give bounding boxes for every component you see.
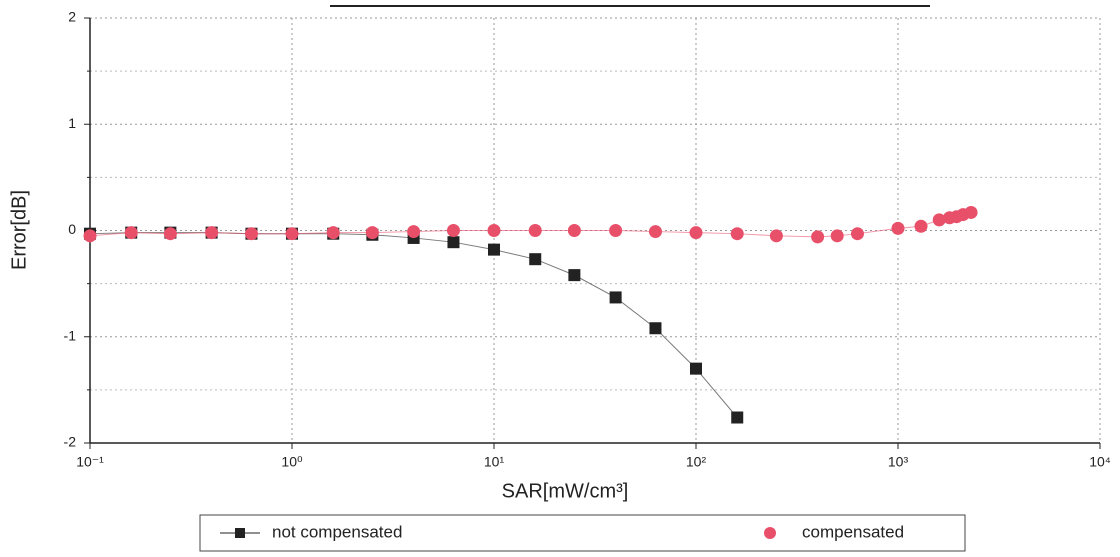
data-point xyxy=(731,411,744,424)
x-tick-label: 10⁻¹ xyxy=(76,454,104,470)
y-axis-title: Error[dB] xyxy=(8,190,30,270)
data-point xyxy=(568,269,581,282)
data-point xyxy=(285,227,299,241)
y-tick-label: -1 xyxy=(64,327,77,343)
data-point xyxy=(447,236,460,249)
legend-box xyxy=(199,514,966,552)
y-tick-label: 1 xyxy=(68,115,76,131)
data-point xyxy=(567,224,581,237)
x-tick-label: 10² xyxy=(686,454,707,470)
y-tick-label: -2 xyxy=(64,434,77,450)
data-point xyxy=(244,227,258,241)
y-tick-label: 0 xyxy=(68,221,76,237)
data-point xyxy=(163,227,177,241)
data-point xyxy=(487,224,501,237)
data-point xyxy=(528,224,542,237)
data-point xyxy=(648,225,662,239)
data-point xyxy=(83,229,97,243)
data-point xyxy=(326,226,340,240)
x-tick-label: 10¹ xyxy=(484,454,505,470)
x-tick-label: 10⁰ xyxy=(281,454,303,470)
legend-label: not compensated xyxy=(272,522,402,541)
data-point xyxy=(365,226,379,240)
data-point xyxy=(730,227,744,241)
data-point xyxy=(932,213,946,227)
legend-marker xyxy=(235,528,245,538)
series-line xyxy=(89,211,972,238)
data-point xyxy=(769,229,783,243)
data-point xyxy=(850,227,864,241)
x-axis-title: SAR[mW/cm³] xyxy=(502,480,629,502)
data-point xyxy=(649,322,662,335)
x-tick-label: 10⁴ xyxy=(1089,454,1111,470)
legend-marker xyxy=(764,527,776,539)
data-point xyxy=(609,291,622,304)
data-point xyxy=(689,226,703,240)
y-tick-label: 2 xyxy=(68,9,76,25)
data-point xyxy=(690,362,702,375)
data-point xyxy=(124,226,138,240)
legend-label: compensated xyxy=(802,522,904,541)
data-point xyxy=(830,229,844,243)
data-point xyxy=(446,224,460,237)
data-point xyxy=(811,230,825,244)
data-point xyxy=(529,253,542,266)
data-point xyxy=(488,243,500,256)
data-point xyxy=(609,224,623,237)
x-tick-label: 10³ xyxy=(888,454,909,470)
data-point xyxy=(964,205,978,219)
data-point xyxy=(205,226,219,240)
data-point xyxy=(891,221,905,235)
data-point xyxy=(407,225,421,239)
data-point xyxy=(914,219,928,233)
